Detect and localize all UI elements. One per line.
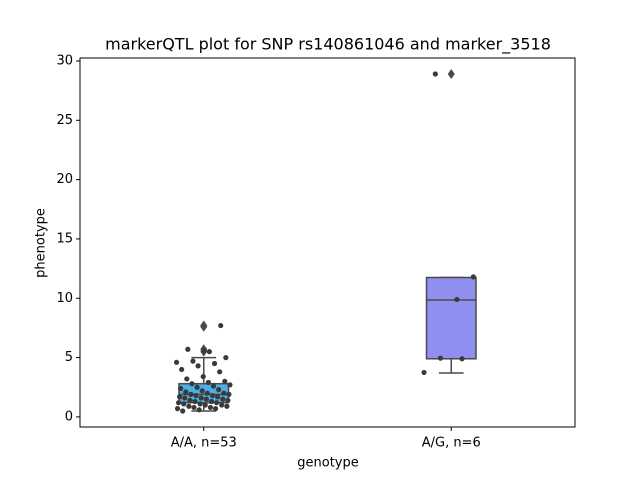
y-tick-label: 25 — [56, 113, 73, 128]
strip-point — [210, 383, 217, 389]
strip-point — [180, 408, 186, 414]
strip-point — [223, 354, 229, 361]
strip-point — [184, 376, 190, 382]
strip-point — [173, 359, 180, 365]
strip-point — [203, 396, 209, 402]
strip-point — [194, 384, 200, 390]
strip-point — [227, 382, 233, 388]
strip-point — [209, 392, 216, 399]
strip-point — [437, 355, 444, 361]
strip-point — [432, 71, 438, 77]
strip-point — [178, 385, 184, 392]
y-tick-label: 30 — [56, 53, 73, 68]
chart-title: markerQTL plot for SNP rs140861046 and m… — [105, 35, 551, 55]
strip-point — [201, 347, 207, 354]
strip-point — [217, 369, 223, 375]
strip-point — [208, 398, 215, 405]
strip-point — [207, 404, 214, 411]
strip-point — [183, 389, 189, 395]
flier — [447, 69, 455, 80]
strip-point — [188, 391, 194, 397]
strip-point — [226, 391, 232, 397]
strip-point — [192, 398, 198, 405]
strip-point — [175, 400, 182, 406]
x-tick-label: A/G, n=6 — [422, 436, 481, 451]
strip-point — [198, 395, 204, 401]
strip-point — [181, 401, 187, 407]
strip-point — [218, 322, 224, 329]
strip-point — [187, 397, 193, 403]
strip-point — [220, 396, 226, 402]
strip-point — [195, 363, 201, 369]
strip-point — [193, 392, 199, 399]
strip-point — [421, 369, 427, 376]
strip-point — [224, 403, 230, 409]
y-tick-label: 10 — [56, 291, 73, 306]
y-tick-label: 0 — [65, 409, 73, 424]
strip-point — [216, 387, 222, 393]
box — [425, 276, 477, 360]
y-tick-label: 5 — [65, 350, 73, 365]
strip-point — [185, 346, 191, 352]
strip-point — [190, 358, 196, 364]
flier — [200, 321, 208, 332]
strip-point — [191, 404, 197, 411]
y-tick-label: 15 — [56, 231, 73, 246]
strip-point — [459, 356, 465, 362]
strip-point — [205, 379, 211, 386]
strip-point — [179, 366, 185, 373]
strip-point — [211, 360, 218, 367]
strip-point — [200, 373, 206, 380]
strip-point — [219, 402, 225, 408]
strip-point — [186, 403, 192, 409]
strip-point — [225, 397, 231, 403]
strip-point — [177, 394, 183, 400]
strip-point — [199, 388, 205, 394]
strip-point — [196, 407, 202, 413]
strip-point — [212, 406, 219, 412]
strip-point — [221, 390, 227, 396]
strip-point — [182, 395, 188, 401]
strip-point — [204, 390, 210, 396]
x-tick-label: A/A, n=53 — [171, 436, 237, 451]
strip-point — [215, 394, 221, 400]
strip-point — [189, 381, 195, 387]
strip-point — [454, 296, 460, 303]
strip-point — [222, 378, 228, 384]
strip-point — [197, 401, 203, 407]
strip-point — [174, 406, 181, 412]
strip-point — [470, 274, 476, 280]
strip-point — [213, 400, 220, 406]
y-axis-label: phenotype — [34, 208, 49, 278]
x-axis-label: genotype — [297, 456, 358, 471]
plot-frame — [79, 57, 576, 428]
strip-point — [206, 349, 213, 355]
strip-point — [202, 402, 208, 408]
y-tick-label: 20 — [56, 172, 73, 187]
